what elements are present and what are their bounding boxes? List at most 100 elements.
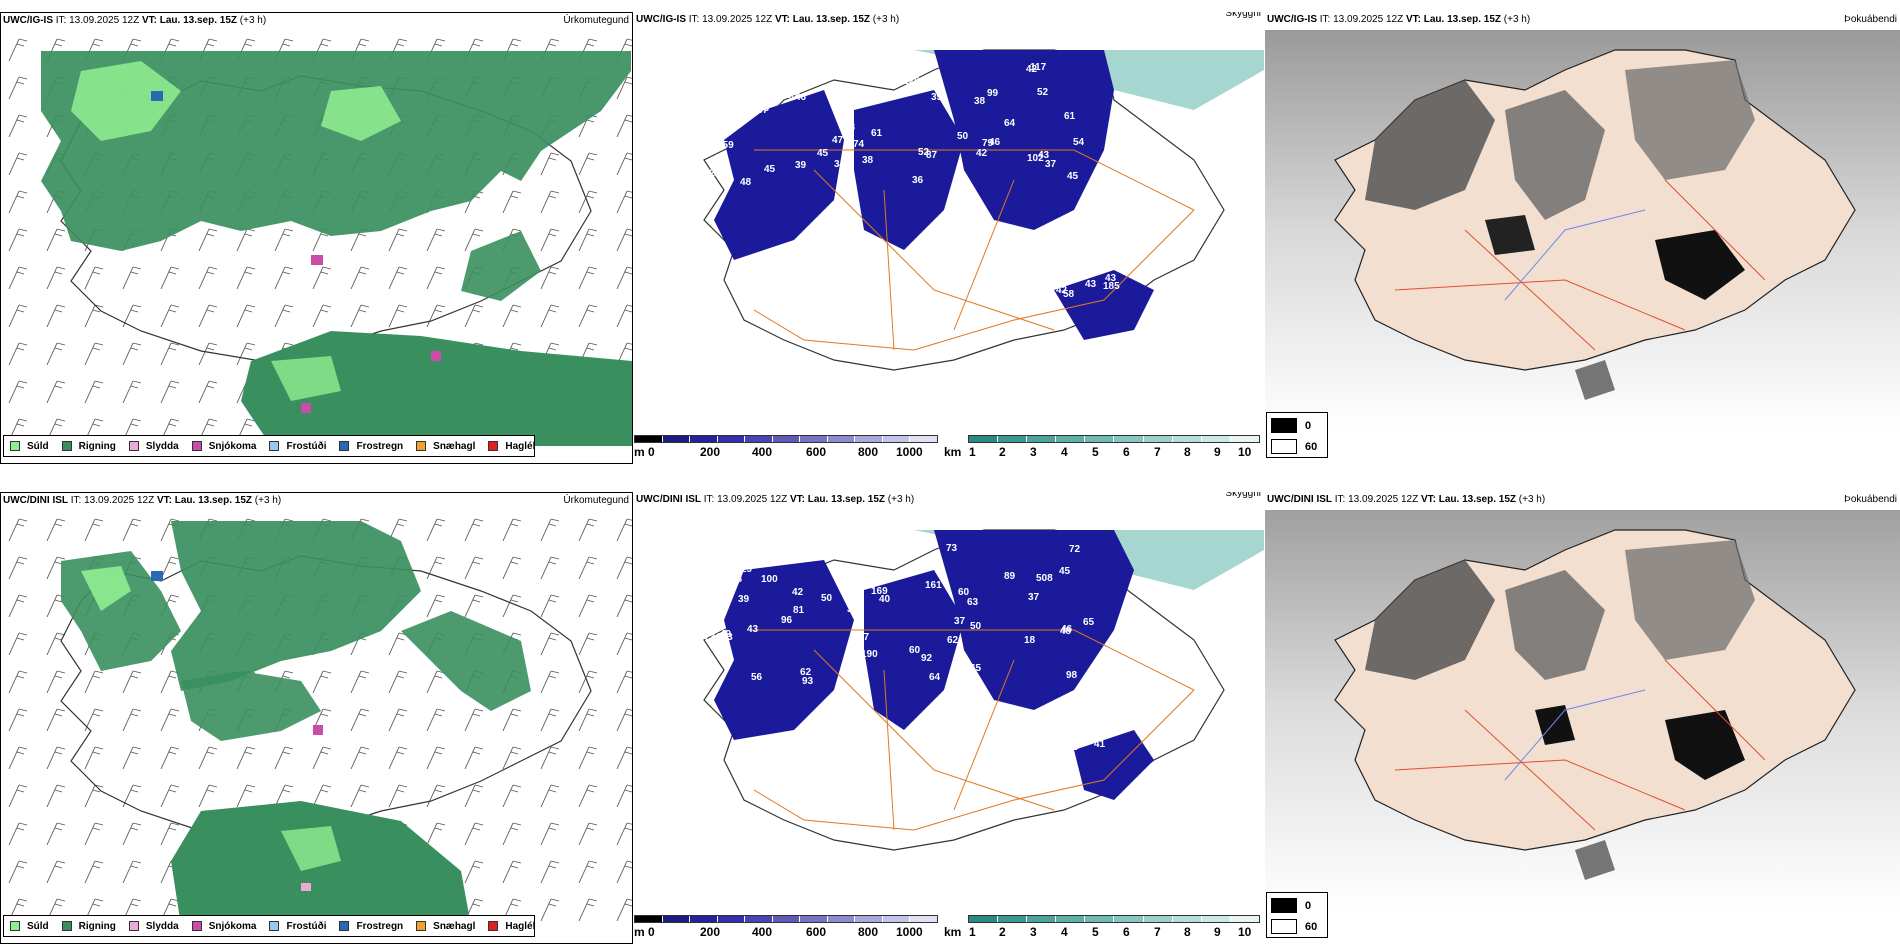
init-time: 13.09.2025 12Z <box>717 494 788 505</box>
ceiling-value-label: 63 <box>967 597 979 608</box>
legend-swatch <box>10 921 20 931</box>
ceiling-value-label: 42 <box>976 148 988 159</box>
ceiling-value-label: 35 <box>786 90 798 101</box>
visibility-colorbar: km 1 2 3 4 5 6 7 8 9 10 <box>944 915 1264 945</box>
ceiling-value-label: 74 <box>853 139 865 150</box>
fog-legend-row: 60 <box>1271 919 1317 934</box>
ceiling-value-label: 44 <box>951 514 963 525</box>
colorbar-segment <box>969 916 999 922</box>
ceiling-value-label: 54 <box>1073 137 1085 148</box>
legend-swatch <box>191 441 202 451</box>
colorbar-segment <box>1230 916 1259 922</box>
legend-item: Slydda <box>128 441 179 452</box>
ceiling-value-label: 54 <box>769 87 781 98</box>
ceiling-value-label: 51 <box>741 91 753 102</box>
ceiling-value-label: 70 <box>754 540 766 551</box>
ceiling-value-label: 58 <box>1063 289 1075 300</box>
ceiling-colorbar-strip <box>634 435 938 443</box>
colorbar-segment <box>745 916 773 922</box>
legend-swatch <box>488 921 499 931</box>
colorbar-segment <box>662 916 691 922</box>
valid-label: VT: <box>141 15 157 26</box>
ceiling-value-label: 34 <box>834 159 846 170</box>
ceiling-colorbar-strip <box>634 915 938 923</box>
fog-legend-value: 60 <box>1305 920 1318 933</box>
precip-legend: Súld Rigning Slydda Snjókoma Frostúði Fr… <box>3 435 535 457</box>
fog-indicator-panel-bottom: UWC/DINI ISL IT: 13.09.2025 12Z VT: Lau.… <box>1265 492 1900 944</box>
ceiling-value-label: 37 <box>1028 592 1040 603</box>
lead-time: (+3 h) <box>1503 14 1531 25</box>
colorbar-segment <box>800 436 828 442</box>
ceiling-value-label: 45 <box>1059 566 1071 577</box>
ceiling-value-label: 48 <box>952 514 964 525</box>
panel-header: UWC/DINI ISL IT: 13.09.2025 12Z VT: Lau.… <box>1265 492 1900 508</box>
ceiling-value-label: 50 <box>957 131 969 142</box>
ceiling-value-label: 87 <box>926 150 938 161</box>
precip-map <box>1 31 632 446</box>
ceiling-value-label: 42 <box>1026 64 1038 75</box>
fog-legend-swatch <box>1271 439 1297 454</box>
visibility-tick: 8 <box>1184 445 1191 459</box>
colorbar-segment <box>690 916 718 922</box>
ceiling-value-label: 38 <box>974 96 986 107</box>
ceiling-value-label: 86 <box>834 200 846 211</box>
colorbar-segment <box>690 436 718 442</box>
ceiling-value-label: 193 <box>716 632 733 643</box>
ceiling-value-label: 57 <box>757 105 769 116</box>
ceiling-value-label: 185 <box>1103 281 1120 292</box>
ceiling-value-label: 41 <box>1094 739 1106 750</box>
visibility-tick: 7 <box>1154 445 1161 459</box>
visibility-tick: 8 <box>1184 925 1191 939</box>
lead-time: (+3 h) <box>239 15 267 26</box>
ceiling-value-label: 38 <box>844 178 856 189</box>
legend-item: Súld <box>10 441 49 452</box>
ceiling-value-label: 42 <box>792 587 804 598</box>
visibility-tick: 6 <box>1123 925 1130 939</box>
ceiling-value-label: 45 <box>764 164 776 175</box>
ceiling-value-label: 44 <box>928 34 940 45</box>
ceiling-value-label: 48 <box>803 541 815 552</box>
ceiling-value-label: 38 <box>862 155 874 166</box>
visibility-tick: 1 <box>969 925 976 939</box>
visibility-tick: 7 <box>1154 925 1161 939</box>
legend-swatch <box>61 921 72 931</box>
ceiling-value-label: 58 <box>731 574 743 585</box>
ceiling-value-label: 39 <box>931 92 943 103</box>
visibility-tick: 9 <box>1214 925 1221 939</box>
colorbar-segment <box>1172 916 1202 922</box>
ceiling-value-label: 159 <box>717 140 734 151</box>
ceiling-value-label: 49 <box>971 36 983 47</box>
valid-label: VT: <box>774 14 790 25</box>
ceiling-value-label: 53 <box>716 153 728 164</box>
legend-swatch <box>339 441 350 451</box>
ceiling-value-label: 79 <box>982 138 994 149</box>
ceiling-value-label: 51 <box>715 606 727 617</box>
fog-legend-swatch <box>1271 898 1297 913</box>
valid-time: Lau. 13.sep. 15Z <box>1438 494 1517 505</box>
model-name: UWC/DINI ISL <box>1267 494 1332 505</box>
legend-swatch <box>269 441 280 451</box>
lead-time: (+3 h) <box>1518 494 1546 505</box>
colorbar-segment <box>1143 436 1173 442</box>
visibility-tick: 6 <box>1123 445 1130 459</box>
visibility-panel-bottom: UWC/DINI ISL IT: 13.09.2025 12Z VT: Lau.… <box>634 492 1264 944</box>
visibility-tick: 10 <box>1238 445 1252 459</box>
ceiling-value-label: 52 <box>1037 87 1049 98</box>
colorbar-segment <box>635 916 663 922</box>
panel-header: UWC/IG-IS IT: 13.09.2025 12Z VT: Lau. 13… <box>1265 12 1900 28</box>
ceiling-tick: 0 <box>648 445 655 459</box>
visibility-tick: 3 <box>1030 925 1037 939</box>
ceiling-value-label: 83 <box>849 637 861 648</box>
init-time: 13.09.2025 12Z <box>702 14 773 25</box>
ceiling-value-label: 33 <box>739 87 751 98</box>
ceiling-value-label: 73 <box>704 632 716 643</box>
colorbar-segment <box>717 916 746 922</box>
colorbar-segment <box>772 916 801 922</box>
legend-swatch <box>416 921 427 931</box>
panel-header: UWC/IG-IS IT: 13.09.2025 12Z VT: Lau. 13… <box>634 12 1264 28</box>
panel-header: UWC/DINI ISL IT: 13.09.2025 12Z VT: Lau.… <box>1 493 632 509</box>
lead-time: (+3 h) <box>872 14 900 25</box>
valid-label: VT: <box>156 495 172 506</box>
colorbar-segment <box>1027 436 1057 442</box>
visibility-colorbar-strip <box>968 915 1260 923</box>
